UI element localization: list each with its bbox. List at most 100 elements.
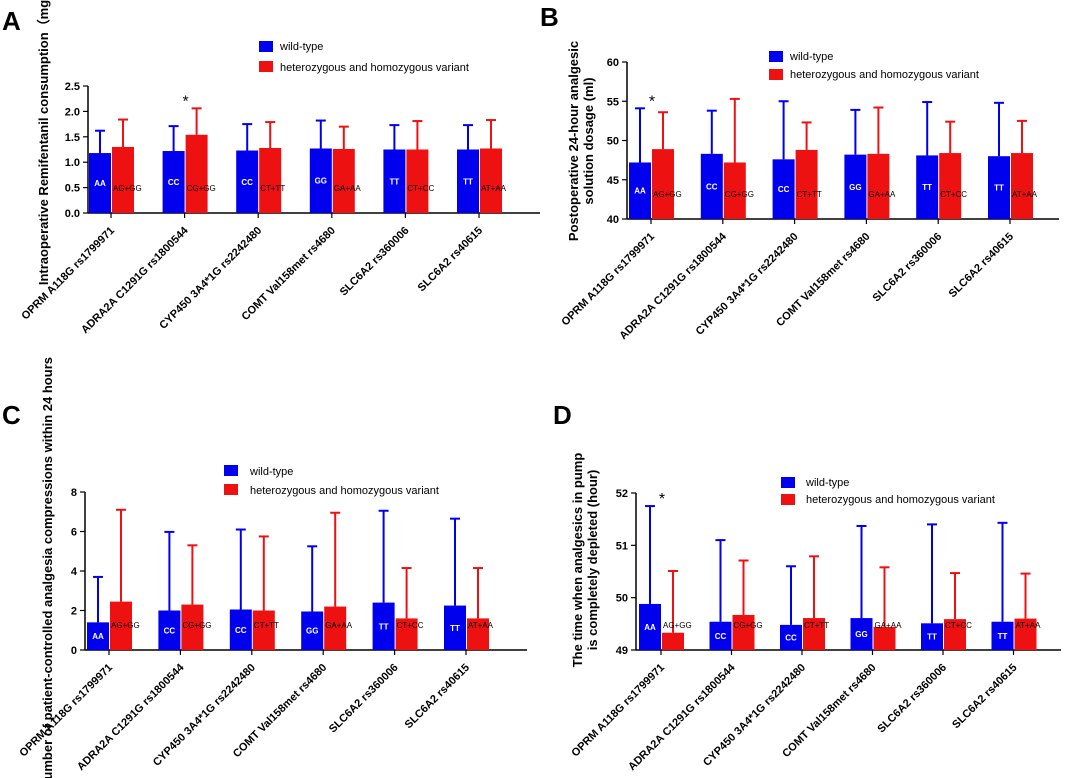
panel-c: C Number of patient-controlled analgesia…: [2, 357, 527, 778]
panel-letter: C: [2, 400, 21, 430]
bar-variant: [723, 162, 746, 219]
bar-label: GG: [306, 627, 318, 636]
bar-label: TT: [450, 624, 460, 633]
bar-wild-type: [87, 622, 109, 650]
bar-wild-type: [700, 153, 723, 219]
bar-wild-type: [850, 618, 873, 650]
legend-label-variant: heterozygous and homozygous variant: [280, 62, 469, 74]
bar-variant: [480, 148, 502, 213]
bar-label: GG: [855, 630, 867, 639]
legend-swatch-wild-type: [224, 465, 238, 476]
y-axis-label: Postoperative 24-hour analgesicsolution …: [566, 41, 596, 241]
bar-wild-type: [457, 149, 479, 213]
bar-label: AG+GG: [653, 190, 682, 199]
bar-label: CC: [706, 182, 718, 191]
x-tick-label: SLC6A2 rs40615: [950, 662, 1019, 731]
legend-label-wild-type: wild-type: [805, 477, 849, 489]
y-tick-label: 50: [616, 593, 628, 605]
legend-label-variant: heterozygous and homozygous variant: [790, 69, 979, 81]
bar-variant: [110, 601, 132, 650]
bar-label: CC: [715, 632, 727, 641]
bar-variant: [332, 148, 355, 213]
bar-wild-type: [383, 149, 406, 213]
bar-label: CC: [235, 626, 247, 635]
x-tick-label: SLC6A2 rs360006: [871, 231, 945, 305]
legend: wild-type heterozygous and homozygous va…: [224, 465, 439, 497]
bar-label: AA: [644, 623, 656, 632]
bar-label: TT: [927, 633, 937, 642]
bar-variant: [324, 606, 347, 650]
bar-variant: [395, 618, 418, 650]
y-tick-label: 8: [71, 487, 77, 499]
legend-label-variant: heterozygous and homozygous variant: [806, 494, 995, 506]
bar-label: CT+CC: [940, 190, 967, 199]
bar-variant: [795, 149, 818, 219]
significance-marker: *: [659, 491, 665, 508]
y-axis-label: Intraoperative Remifentanil consumption（…: [36, 0, 51, 285]
bar-variant: [252, 610, 275, 650]
x-tick-label: SLC6A2 rs40615: [947, 231, 1016, 300]
y-tick-label: 52: [616, 488, 628, 500]
y-tick-label: 49: [616, 645, 628, 657]
bar-variant: [732, 614, 755, 650]
legend-swatch-wild-type: [781, 477, 795, 488]
y-axis-label-line-2: is completely depleted (hour): [585, 470, 600, 651]
bar-label: GG: [315, 177, 327, 186]
bar-variant: [939, 153, 962, 219]
bar-label: CT+TT: [797, 190, 822, 199]
y-axis-label: The time when analgesics in pumpis compl…: [570, 453, 600, 668]
bar-label: CG+GG: [187, 184, 216, 193]
y-tick-label: 50: [607, 136, 619, 148]
y-tick-label: 0: [71, 645, 77, 657]
y-axis-label-line-1: The time when analgesics in pump: [570, 453, 585, 668]
x-tick-label: SLC6A2 rs360006: [875, 662, 949, 736]
x-tick-label: SLC6A2 rs360006: [327, 662, 401, 736]
legend-swatch-wild-type: [769, 51, 783, 62]
bar-variant: [873, 626, 896, 650]
bar-label: AG+GG: [663, 621, 692, 630]
bar-variant: [112, 146, 134, 213]
bar-variant: [1011, 153, 1033, 219]
bar-label: CC: [168, 178, 180, 187]
y-tick-label: 4: [71, 566, 78, 578]
y-axis-label: Number of patient-controlled analgesia c…: [40, 357, 55, 778]
bar-wild-type: [921, 623, 943, 650]
bar-label: AA: [634, 187, 646, 196]
bar-wild-type: [301, 611, 324, 650]
bar-label: CT+TT: [804, 621, 829, 630]
bar-label: AG+GG: [113, 184, 142, 193]
y-tick-label: 2.0: [65, 106, 80, 118]
bar-variant: [467, 618, 489, 650]
bar-label: TT: [922, 183, 932, 192]
bar-label: CT+CC: [945, 621, 972, 630]
bar-label: AA: [92, 632, 104, 641]
legend-label-wild-type: wild-type: [249, 466, 293, 478]
panel-d: D The time when analgesics in pumpis com…: [553, 400, 1061, 773]
legend-swatch-variant: [781, 494, 795, 505]
bar-label: CG+GG: [725, 190, 754, 199]
y-tick-label: 55: [607, 96, 619, 108]
legend-swatch-variant: [769, 69, 783, 80]
bar-label: CT+CC: [397, 621, 424, 630]
bar-label: TT: [390, 177, 400, 186]
y-axis-label-line-2: solution dosage (ml): [581, 77, 596, 204]
legend: wild-type heterozygous and homozygous va…: [769, 51, 979, 81]
bar-wild-type: [372, 602, 395, 650]
bar-label: CT+TT: [254, 621, 279, 630]
bar-label: CC: [778, 185, 790, 194]
y-tick-label: 1.5: [65, 132, 80, 144]
y-tick-label: 51: [616, 540, 628, 552]
bar-variant: [185, 134, 208, 213]
bar-wild-type: [844, 154, 867, 219]
bar-label: AG+GG: [111, 621, 140, 630]
y-tick-label: 2: [71, 606, 77, 618]
bar-wild-type: [639, 603, 661, 650]
bar-variant: [867, 153, 890, 219]
bar-variant: [662, 632, 684, 650]
bar-label: TT: [379, 622, 389, 631]
x-tick-label: SLC6A2 rs360006: [338, 225, 412, 299]
bar-label: AT+AA: [468, 621, 494, 630]
legend-label-wild-type: wild-type: [279, 41, 323, 53]
bar-wild-type: [772, 159, 795, 219]
